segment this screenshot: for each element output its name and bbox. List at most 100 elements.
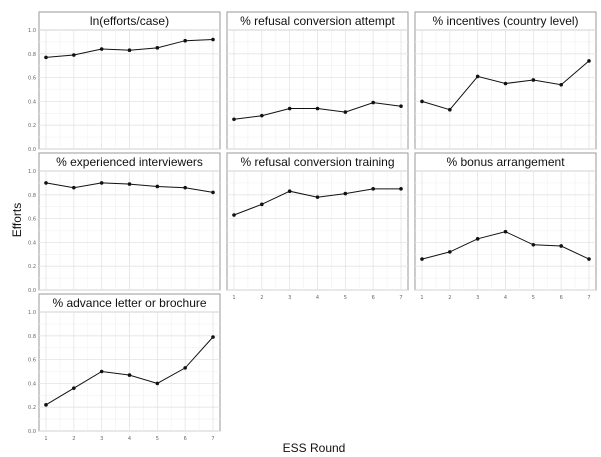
x-tick-label: 1 <box>420 295 423 301</box>
facet-title: % incentives (country level) <box>432 14 578 28</box>
data-point <box>99 369 104 374</box>
data-point <box>260 113 264 118</box>
data-point <box>559 244 563 248</box>
facet-panels: ln(efforts/case) 0.0 0.2 0.4 0.6 0.8 1.0 % refu… <box>28 11 597 442</box>
facet-title: % refusal conversion training <box>240 155 394 169</box>
data-point <box>155 184 160 189</box>
data-point <box>503 229 508 234</box>
data-point <box>448 107 452 112</box>
x-tick-label: 7 <box>399 295 402 301</box>
facet-title: % advance letter or brochure <box>52 296 206 310</box>
data-point <box>531 242 536 247</box>
x-tick-label: 3 <box>100 436 103 442</box>
data-point <box>420 257 424 261</box>
data-point <box>475 237 480 241</box>
data-point <box>420 99 424 104</box>
data-point <box>399 104 403 108</box>
x-tick-label: 2 <box>260 295 263 301</box>
x-tick-label: 1 <box>232 295 235 301</box>
y-axis-title: Efforts <box>10 203 24 237</box>
data-point <box>371 187 375 191</box>
data-point <box>399 187 403 191</box>
data-point <box>72 53 76 57</box>
data-point <box>531 78 536 82</box>
x-tick-label: 7 <box>211 436 214 442</box>
y-tick-label: 0.0 <box>28 429 36 435</box>
facet-panel: % refusal conversion training 1 2 3 4 5 6 7 <box>226 152 409 301</box>
x-axis-title: ESS Round <box>283 441 346 455</box>
y-tick-label: 1.0 <box>28 28 36 34</box>
data-point <box>343 110 348 114</box>
data-point <box>559 82 563 87</box>
data-point <box>260 202 264 207</box>
x-tick-label: 4 <box>504 295 507 301</box>
y-tick-label: 0.6 <box>28 358 36 364</box>
y-tick-label: 0.2 <box>28 405 36 411</box>
facet-panel: % advance letter or brochure 0.0 0.2 0.4 0.6… <box>28 293 221 442</box>
x-tick-label: 5 <box>156 436 159 442</box>
data-point <box>99 47 104 51</box>
data-point <box>232 117 236 122</box>
data-point <box>183 185 187 190</box>
x-tick-label: 3 <box>476 295 479 301</box>
y-tick-label: 0.6 <box>28 217 36 223</box>
x-tick-label: 6 <box>560 295 563 301</box>
data-point <box>44 403 48 407</box>
x-tick-label: 6 <box>184 436 187 442</box>
x-tick-label: 2 <box>72 436 75 442</box>
data-point <box>287 106 292 111</box>
data-point <box>127 373 132 377</box>
y-tick-label: 0.4 <box>28 381 36 387</box>
y-tick-label: 0.8 <box>28 334 36 340</box>
facet-title: ln(efforts/case) <box>90 14 169 28</box>
x-tick-label: 4 <box>316 295 319 301</box>
facet-panel: % experienced interviewers 0.0 0.2 0.4 0.6 0.… <box>28 152 221 294</box>
x-tick-label: 6 <box>372 295 375 301</box>
data-point <box>287 189 292 194</box>
x-tick-label: 5 <box>532 295 535 301</box>
facet-panel: % bonus arrangement 1 2 3 4 5 6 7 <box>414 152 597 301</box>
data-point <box>183 366 187 370</box>
data-point <box>371 100 375 105</box>
facet-panel: % incentives (country level) <box>414 11 597 150</box>
data-point <box>44 181 48 185</box>
y-tick-label: 0.4 <box>28 240 36 246</box>
data-point <box>44 55 48 60</box>
y-tick-label: 0.6 <box>28 76 36 82</box>
data-point <box>72 185 76 190</box>
data-point <box>448 250 452 254</box>
facet-panel: % refusal conversion attempt <box>226 11 409 150</box>
data-point <box>587 59 591 63</box>
y-tick-label: 1.0 <box>28 169 36 175</box>
facet-title: % experienced interviewers <box>56 155 203 169</box>
x-tick-label: 4 <box>128 436 131 442</box>
data-point <box>127 48 132 53</box>
x-tick-label: 2 <box>448 295 451 301</box>
data-point <box>343 191 348 196</box>
y-tick-label: 0.2 <box>28 264 36 270</box>
y-tick-label: 0.4 <box>28 99 36 105</box>
data-point <box>183 38 187 43</box>
y-tick-label: 0.8 <box>28 193 36 199</box>
data-point <box>475 74 480 79</box>
data-point <box>315 195 320 199</box>
data-point <box>127 182 132 186</box>
data-point <box>211 190 215 195</box>
data-point <box>211 37 215 42</box>
data-point <box>155 46 160 50</box>
facet-title: % refusal conversion attempt <box>240 14 395 28</box>
facet-panel: ln(efforts/case) 0.0 0.2 0.4 0.6 0.8 1.0 <box>28 11 221 153</box>
x-tick-label: 5 <box>344 295 347 301</box>
x-tick-label: 3 <box>288 295 291 301</box>
y-tick-label: 0.8 <box>28 52 36 58</box>
y-tick-label: 0.2 <box>28 123 36 129</box>
x-tick-label: 7 <box>587 295 590 301</box>
data-point <box>315 106 320 111</box>
data-point <box>155 381 160 386</box>
y-tick-label: 0.0 <box>28 288 36 294</box>
facet-title: % bonus arrangement <box>446 155 565 169</box>
data-point <box>587 257 591 261</box>
data-point <box>232 213 236 217</box>
y-tick-label: 1.0 <box>28 310 36 316</box>
